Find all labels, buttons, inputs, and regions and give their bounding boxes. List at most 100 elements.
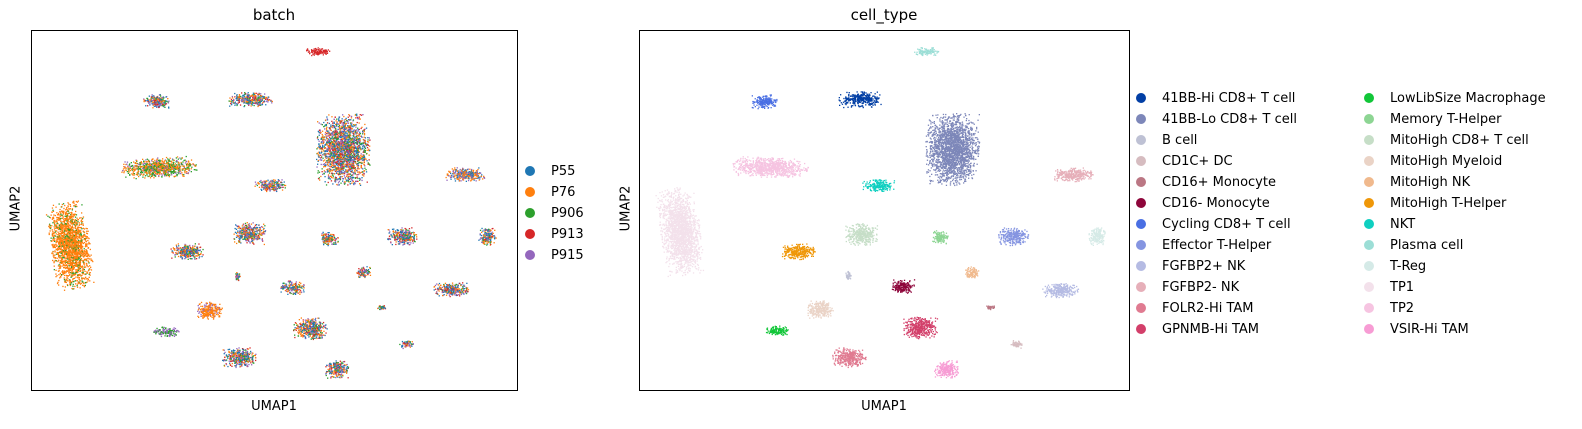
cell-type-y-axis-label: UMAP2 [618, 185, 634, 232]
legend-marker [1364, 198, 1374, 208]
legend-item: MitoHigh NK [1364, 172, 1470, 192]
legend-marker [1136, 240, 1146, 250]
legend-label: CD1C+ DC [1162, 153, 1233, 169]
legend-marker [1136, 303, 1146, 313]
cluster [228, 92, 273, 108]
legend-label: MitoHigh T-Helper [1390, 195, 1507, 211]
legend-item: FGFBP2- NK [1136, 277, 1239, 297]
cluster [1088, 227, 1106, 246]
cluster [293, 317, 328, 341]
cluster [832, 347, 867, 369]
legend-item: MitoHigh CD8+ T cell [1364, 130, 1529, 150]
cluster [321, 231, 339, 247]
legend-item: P76 [525, 182, 575, 202]
cluster [986, 305, 995, 311]
cluster [143, 94, 170, 109]
legend-item: P913 [525, 224, 584, 244]
legend-item: 41BB-Lo CD8+ T cell [1136, 109, 1297, 129]
cell-type-legend: 41BB-Hi CD8+ T cell 41BB-Lo CD8+ T cell B … [1136, 88, 1576, 340]
cluster [914, 47, 940, 57]
legend-label: B cell [1162, 132, 1198, 148]
legend-item: P55 [525, 161, 575, 181]
legend-label: 41BB-Hi CD8+ T cell [1162, 90, 1296, 106]
cell-type-panel-title: cell_type [850, 6, 918, 24]
cluster [197, 301, 223, 320]
legend-label: 41BB-Lo CD8+ T cell [1162, 111, 1297, 127]
cell-type-plot-area [639, 30, 1130, 391]
legend-marker [525, 208, 535, 218]
legend-label: P915 [551, 247, 584, 263]
legend-label: FOLR2-Hi TAM [1162, 300, 1254, 316]
cluster [891, 279, 916, 294]
cluster [280, 280, 305, 295]
cluster [862, 179, 896, 192]
legend-marker [1136, 114, 1146, 124]
cluster [1010, 340, 1023, 349]
legend-label: GPNMB-Hi TAM [1162, 321, 1260, 337]
legend-marker [1364, 261, 1374, 271]
legend-item: T-Reg [1364, 256, 1426, 276]
legend-item: LowLibSize Macrophage [1364, 88, 1546, 108]
cluster [233, 222, 267, 246]
legend-item: Plasma cell [1364, 235, 1463, 255]
legend-marker [1136, 282, 1146, 292]
legend-marker [1364, 324, 1374, 334]
cluster [845, 223, 879, 246]
batch-x-axis-label: UMAP1 [251, 399, 297, 414]
legend-label: FGFBP2- NK [1162, 279, 1240, 295]
cluster [781, 243, 816, 261]
legend-item: TP1 [1364, 277, 1414, 297]
cluster [356, 266, 372, 279]
legend-label: FGFBP2+ NK [1162, 258, 1246, 274]
batch-scatter [45, 47, 497, 379]
cluster [377, 305, 387, 311]
legend-item: MitoHigh T-Helper [1364, 193, 1506, 213]
legend-label: Plasma cell [1390, 237, 1464, 253]
cluster [807, 300, 834, 319]
batch-panel-title: batch [252, 6, 296, 24]
cell-type-scatter [655, 47, 1106, 379]
cluster [1042, 283, 1080, 299]
cluster [732, 156, 809, 178]
cluster [254, 179, 287, 193]
legend-label: P76 [551, 184, 576, 200]
legend-item: TP2 [1364, 298, 1414, 318]
cluster [751, 94, 778, 110]
batch-legend: P55 P76 P906 P913 P915 [525, 161, 615, 271]
cluster [903, 316, 939, 340]
legend-marker [525, 187, 535, 197]
cluster [925, 113, 981, 187]
cluster [316, 113, 371, 186]
legend-label: P55 [551, 163, 576, 179]
cluster [998, 227, 1030, 247]
legend-item: Cycling CD8+ T cell [1136, 214, 1291, 234]
cluster [838, 91, 882, 109]
legend-marker [1364, 219, 1374, 229]
cluster [235, 272, 241, 282]
legend-label: P906 [551, 205, 584, 221]
legend-label: NKT [1390, 216, 1416, 232]
cluster [845, 270, 852, 280]
cluster [387, 227, 418, 246]
legend-item: MitoHigh Myeloid [1364, 151, 1502, 171]
legend-item: Memory T-Helper [1364, 109, 1501, 129]
legend-marker [1136, 324, 1146, 334]
legend-marker [1364, 177, 1374, 187]
legend-marker [1136, 93, 1146, 103]
legend-label: TP1 [1390, 279, 1415, 295]
legend-item: CD1C+ DC [1136, 151, 1233, 171]
legend-label: LowLibSize Macrophage [1390, 90, 1546, 106]
cell-type-x-axis-label: UMAP1 [861, 399, 907, 414]
legend-marker [1364, 303, 1374, 313]
legend-marker [1364, 93, 1374, 103]
legend-marker [1136, 135, 1146, 145]
cluster [932, 230, 949, 245]
legend-item: P915 [525, 245, 584, 265]
cluster [433, 282, 470, 298]
legend-label: Cycling CD8+ T cell [1162, 216, 1291, 232]
legend-marker [525, 166, 535, 176]
legend-label: Memory T-Helper [1390, 111, 1502, 127]
cluster [445, 167, 486, 182]
legend-label: Effector T-Helper [1162, 237, 1272, 253]
cluster [765, 325, 789, 336]
